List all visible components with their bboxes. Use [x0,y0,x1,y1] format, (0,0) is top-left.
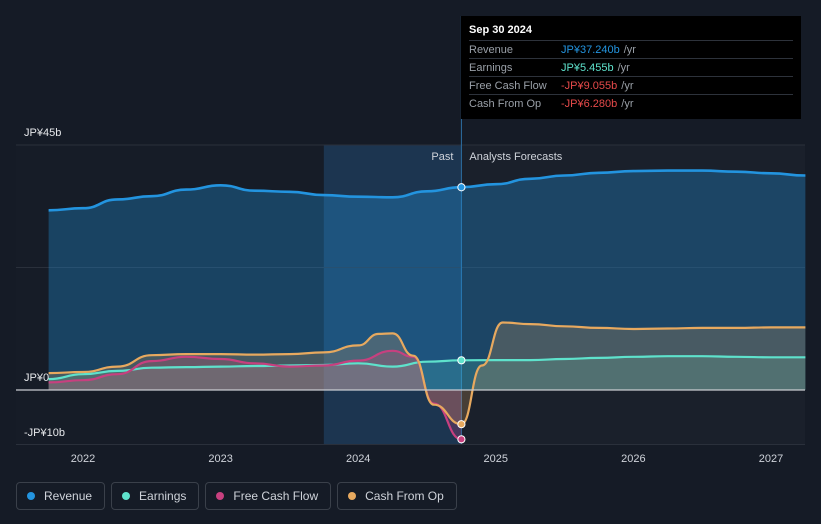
legend-label: Cash From Op [365,489,444,503]
legend-dot-icon [27,492,35,500]
series-lines [48,169,806,441]
chart-background [16,16,805,445]
legend-item-earnings[interactable]: Earnings [111,482,200,510]
tooltip-value: -JP¥6.280b [561,97,618,110]
area-cash-from-op [48,322,806,425]
y-tick-label: JP¥0 [24,372,49,384]
tooltip-row-cash-from-op: Cash From Op -JP¥6.280b /yr [469,94,793,112]
line-cash-from-op [48,321,806,426]
x-tick-label: 2025 [484,453,508,465]
tooltip-value: JP¥37.240b [561,43,620,56]
area-earnings [48,356,806,390]
legend: Revenue Earnings Free Cash Flow Cash Fro… [16,482,457,510]
past-label: Past [431,151,453,163]
x-tick-label: 2022 [71,453,95,465]
tooltip-unit: /yr [617,61,630,74]
marker-earnings [457,356,466,365]
legend-label: Free Cash Flow [233,489,319,503]
tooltip-unit: /yr [621,79,634,92]
legend-item-free-cash-flow[interactable]: Free Cash Flow [205,482,332,510]
legend-dot-icon [216,492,225,500]
marker-free-cash-flow [457,435,466,444]
legend-dot-icon [122,492,131,500]
x-tick-label: 2023 [208,453,232,465]
x-tick-label: 2027 [759,453,783,465]
legend-label: Earnings [139,489,187,503]
marker-cash-from-op [457,420,466,429]
tooltip-date: Sep 30 2024 [469,24,532,36]
x-tick-label: 2024 [346,453,370,465]
x-tick-label: 2026 [621,453,645,465]
tooltip-label: Cash From Op [469,97,542,110]
area-revenue [48,170,806,390]
axes: JP¥45b JP¥0 -JP¥10b 2022 2023 2024 2025 2026 202… [16,127,805,465]
legend-item-cash-from-op[interactable]: Cash From Op [337,482,457,510]
tooltip-row-revenue: Revenue JP¥37.240b /yr [469,40,793,58]
past-highlight-panel [323,145,462,444]
hover-tooltip: Sep 30 2024 Revenue JP¥37.240b /yr Earni… [461,16,801,119]
hover-markers [457,183,466,444]
history-panel [16,145,324,444]
forecast-label: Analysts Forecasts [469,151,562,163]
tooltip-label: Earnings [469,61,513,74]
tooltip-unit: /yr [623,43,636,56]
tooltip-label: Free Cash Flow [469,79,547,92]
tooltip-value: JP¥5.455b [561,61,614,74]
line-revenue [48,169,806,212]
tooltip-label: Revenue [469,43,514,56]
marker-revenue [457,183,466,192]
y-tick-label: JP¥45b [24,127,61,139]
area-free-cash-flow [48,350,462,440]
y-tick-label: -JP¥10b [24,427,65,439]
tooltip-value: -JP¥9.055b [561,79,618,92]
tooltip-row-earnings: Earnings JP¥5.455b /yr [469,58,793,76]
series-areas [48,170,806,440]
legend-item-revenue[interactable]: Revenue [16,482,106,510]
legend-dot-icon [348,492,357,500]
line-earnings [48,355,806,381]
tooltip-unit: /yr [621,97,634,110]
tooltip-row-free-cash-flow: Free Cash Flow -JP¥9.055b /yr [469,76,793,94]
legend-label: Revenue [44,489,93,503]
line-free-cash-flow [48,349,462,441]
forecast-panel [461,145,805,444]
